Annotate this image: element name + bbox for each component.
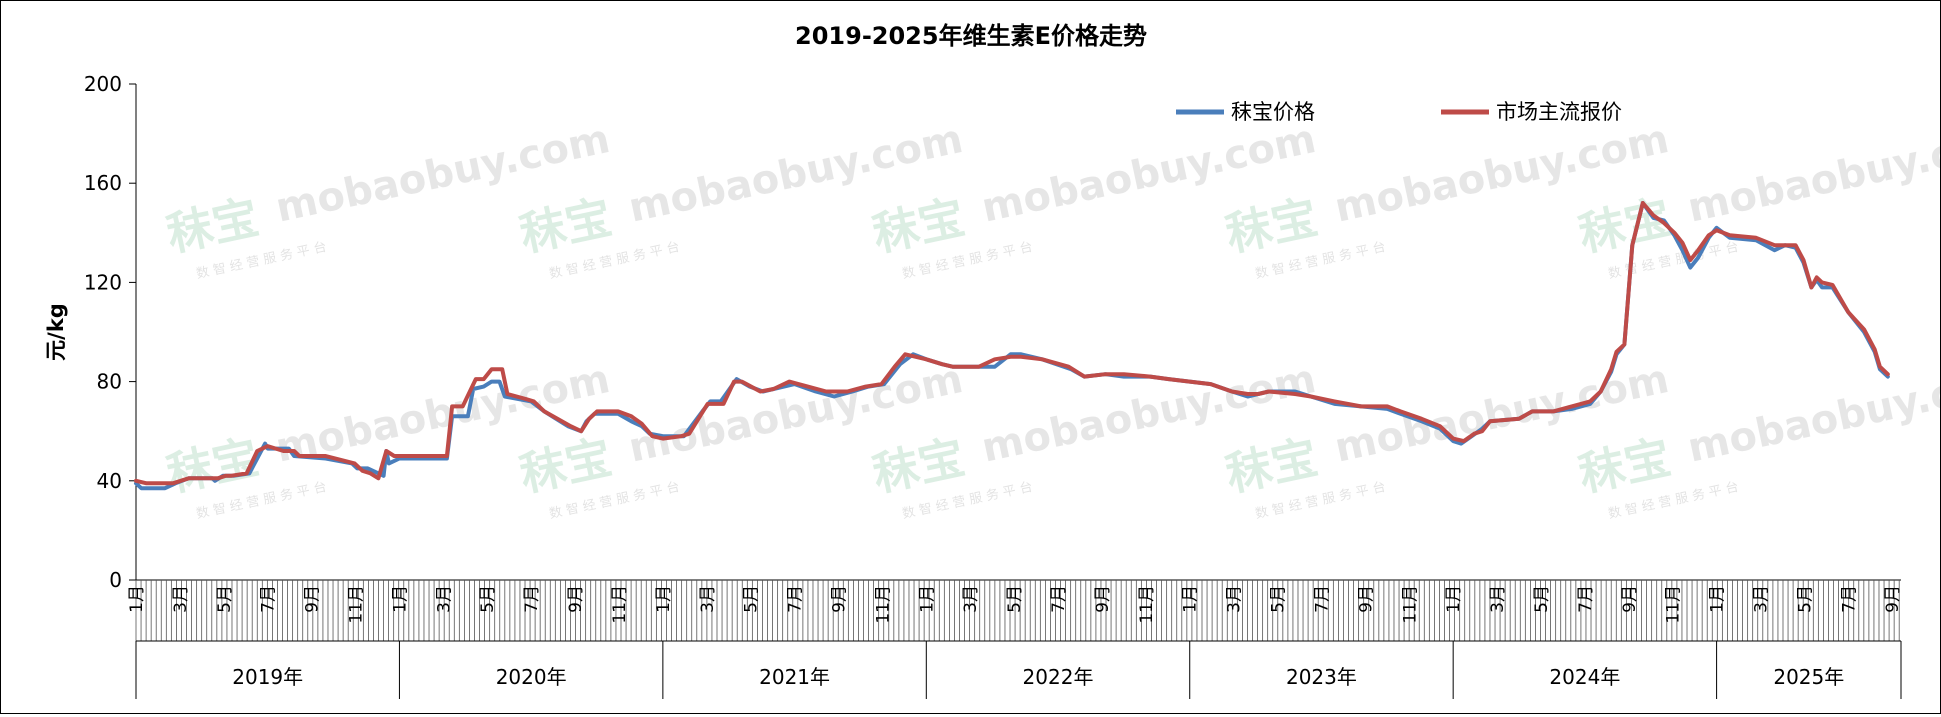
x-month-label: 3月	[434, 585, 454, 613]
x-month-label: 1月	[1444, 585, 1464, 613]
x-year-label: 2022年	[1023, 665, 1094, 689]
watermark-brand: 秣宝	[515, 190, 616, 262]
x-month-label: 7月	[1312, 585, 1332, 613]
x-month-label: 7月	[1839, 585, 1859, 613]
axes: 0 40 80 120 160 200 元/kg 1月 3月 5月 7月 9月 11月 1月 3月 5月 7月 9…	[44, 72, 1903, 699]
x-month-label: 1月	[127, 585, 147, 613]
x-month-label: 9月	[566, 585, 586, 613]
watermark-brand: 秣宝	[868, 190, 969, 262]
x-month-label: 3月	[698, 585, 718, 613]
x-month-label: 11月	[1137, 585, 1157, 624]
y-tick-label: 0	[109, 568, 122, 592]
legend-label-1: 秣宝价格	[1231, 100, 1315, 124]
x-month-label: 11月	[610, 585, 630, 624]
x-month-label: 9月	[1356, 585, 1376, 613]
x-year-label: 2023年	[1286, 665, 1357, 689]
y-tick-label: 80	[97, 370, 122, 394]
chart-title: 2019-2025年维生素E价格走势	[795, 22, 1147, 50]
watermark-brand: 秣宝	[1221, 190, 1322, 262]
x-month-label: 3月	[1488, 585, 1508, 613]
watermark-layer: 秣宝 mobaobuy.com数 智 经 营 服 务 平 台秣宝 mobaobuy.…	[162, 116, 1941, 522]
x-month-label: 5月	[1005, 585, 1025, 613]
x-month-label: 7月	[1049, 585, 1069, 613]
x-month-label: 1月	[654, 585, 674, 613]
x-month-label: 1月	[1181, 585, 1201, 613]
x-year-label: 2021年	[759, 665, 830, 689]
y-tick-label: 40	[97, 469, 122, 493]
x-month-label: 3月	[961, 585, 981, 613]
x-year-label: 2019年	[232, 665, 303, 689]
y-axis-label: 元/kg	[44, 303, 68, 361]
x-month-label: 11月	[1400, 585, 1420, 624]
x-month-label: 1月	[390, 585, 410, 613]
x-year-label: 2020年	[496, 665, 567, 689]
watermark-brand: 秣宝	[1574, 190, 1675, 262]
legend-label-2: 市场主流报价	[1496, 100, 1622, 124]
x-month-label: 9月	[303, 585, 323, 613]
x-month-label: 5月	[1269, 585, 1289, 613]
y-tick-label: 200	[84, 72, 122, 96]
x-year-label: 2024年	[1549, 665, 1620, 689]
watermark-brand: 秣宝	[1574, 430, 1675, 502]
y-tick-label: 120	[84, 270, 122, 294]
y-tick-label: 160	[84, 171, 122, 195]
x-month-label: 5月	[742, 585, 762, 613]
x-month-label: 7月	[259, 585, 279, 613]
x-month-label: 7月	[786, 585, 806, 613]
x-year-label: 2025年	[1773, 665, 1844, 689]
x-month-label: 11月	[873, 585, 893, 624]
series-line-2	[134, 201, 1890, 486]
watermark-brand: 秣宝	[868, 430, 969, 502]
x-month-label: 3月	[171, 585, 191, 613]
watermark-brand: 秣宝	[162, 190, 263, 262]
watermark-domain: mobaobuy.com	[1684, 116, 1940, 232]
x-month-label: 3月	[1752, 585, 1772, 613]
watermark-brand: 秣宝	[515, 430, 616, 502]
x-month-label: 5月	[478, 585, 498, 613]
x-month-label: 3月	[1225, 585, 1245, 613]
watermark-domain: mobaobuy.com	[1684, 356, 1940, 472]
x-month-label: 5月	[1532, 585, 1552, 613]
x-month-label: 11月	[347, 585, 367, 624]
x-month-label: 9月	[1883, 585, 1903, 613]
series-layer	[134, 201, 1890, 491]
x-month-label: 11月	[1664, 585, 1684, 624]
x-month-label: 7月	[522, 585, 542, 613]
legend: 秣宝价格 市场主流报价	[1176, 100, 1622, 124]
x-month-label: 5月	[215, 585, 235, 613]
x-month-label: 1月	[917, 585, 937, 613]
x-month-label: 7月	[1576, 585, 1596, 613]
x-month-label: 1月	[1708, 585, 1728, 613]
x-month-label: 9月	[1620, 585, 1640, 613]
x-month-label: 9月	[1093, 585, 1113, 613]
x-month-label: 5月	[1795, 585, 1815, 613]
x-month-label: 9月	[829, 585, 849, 613]
watermark-brand: 秣宝	[1221, 430, 1322, 502]
